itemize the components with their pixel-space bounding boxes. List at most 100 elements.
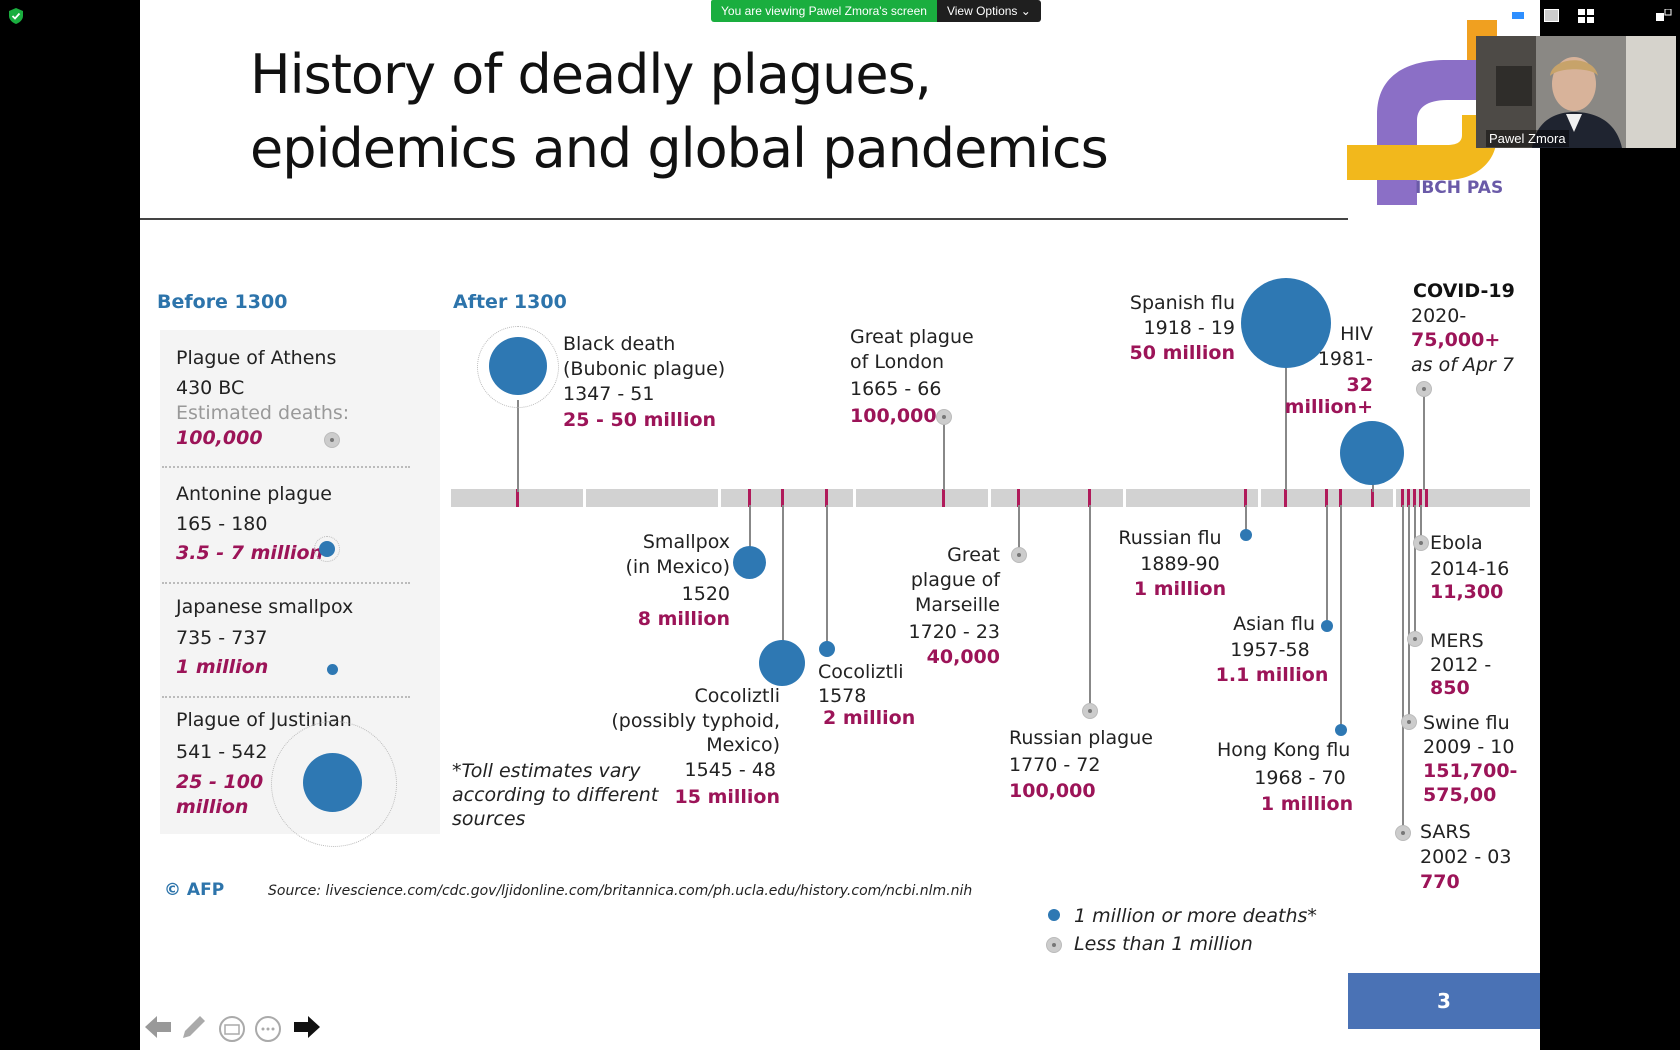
cocoliztli2-years: 1578 — [818, 685, 867, 707]
athens-deaths: 100,000 — [176, 427, 263, 449]
small-toll-dot-icon — [1407, 631, 1423, 647]
russian-plague-years: 1770 - 72 — [1009, 754, 1101, 776]
london-line2: of London — [850, 351, 944, 373]
russian-flu-name: Russian flu — [1118, 527, 1222, 549]
swine-flu-years: 2009 - 10 — [1423, 736, 1515, 758]
ebola-deaths: 11,300 — [1430, 581, 1504, 603]
stem — [1408, 505, 1410, 720]
timeline-tick — [1425, 489, 1428, 507]
stem — [1018, 505, 1020, 550]
participant-video[interactable]: Pawel Zmora — [1476, 36, 1676, 148]
large-toll-dot-icon — [327, 664, 338, 675]
japanese-name: Japanese smallpox — [176, 596, 354, 618]
stem — [1423, 394, 1425, 490]
timeline-tick — [1407, 489, 1410, 507]
large-toll-dot-icon — [1241, 278, 1331, 368]
smallpox-line1: Smallpox — [642, 531, 730, 553]
black-death-line2: (Bubonic plague) — [563, 358, 726, 380]
divider — [162, 696, 410, 698]
japanese-deaths: 1 million — [176, 656, 269, 678]
small-toll-dot-icon — [1082, 703, 1098, 719]
black-death-line1: Black death — [563, 333, 676, 355]
timeline-tick — [942, 489, 945, 507]
timeline-segment — [856, 489, 988, 507]
hk-flu-deaths: 1 million — [1260, 793, 1354, 815]
fullscreen-icon[interactable] — [1543, 8, 1559, 22]
cocoliztli1-years: 1545 - 48 — [684, 759, 776, 781]
slide-title: History of deadly plagues, epidemics and… — [250, 38, 1109, 186]
presentation-slide: History of deadly plagues, epidemics and… — [140, 0, 1540, 1050]
stem — [1372, 480, 1374, 492]
large-toll-dot-icon — [319, 541, 335, 557]
ibch-logo: IBCH PAS — [1347, 20, 1503, 210]
large-toll-dot-icon — [819, 641, 835, 657]
marseille-line1: Great — [947, 544, 1000, 566]
covid-years: 2020- — [1411, 305, 1467, 327]
timeline-segment — [1396, 489, 1530, 507]
covid-deaths: 75,000+ — [1411, 329, 1501, 351]
toll-note-line2: according to different — [452, 784, 659, 806]
stem — [1326, 505, 1328, 620]
logo-text: IBCH PAS — [1415, 178, 1504, 198]
sars-name: SARS — [1420, 821, 1471, 843]
more-options-icon[interactable] — [254, 1015, 282, 1043]
stem — [1340, 505, 1342, 725]
small-toll-dot-icon — [1413, 535, 1429, 551]
speaker-view-icon[interactable] — [1511, 9, 1525, 21]
asian-flu-deaths: 1.1 million — [1215, 664, 1329, 686]
stem — [1402, 505, 1404, 830]
smallpox-line2: (in Mexico) — [625, 556, 730, 578]
view-options-button[interactable]: View Options ⌄ — [936, 0, 1041, 22]
marseille-line2: plague of — [910, 569, 1000, 591]
exit-fullscreen-icon[interactable] — [1656, 8, 1672, 22]
russian-plague-name: Russian plague — [1009, 727, 1153, 749]
stem — [1414, 505, 1416, 635]
asian-flu-name: Asian flu — [1233, 613, 1315, 635]
gallery-view-icon[interactable] — [1578, 8, 1594, 23]
black-death-years: 1347 - 51 — [563, 383, 655, 405]
stem — [943, 420, 945, 490]
stem — [826, 505, 828, 645]
timeline-tick — [1244, 489, 1247, 507]
timeline-tick — [1017, 489, 1020, 507]
next-arrow-icon[interactable] — [292, 1012, 322, 1042]
large-toll-dot-icon — [759, 640, 805, 686]
pen-icon[interactable] — [179, 1012, 209, 1042]
stem — [1245, 505, 1247, 535]
antonine-deaths: 3.5 - 7 million — [176, 542, 324, 564]
timeline-tick — [1401, 489, 1404, 507]
asian-flu-years: 1957-58 — [1230, 639, 1310, 661]
stem — [1420, 505, 1422, 541]
london-deaths: 100,000 — [850, 405, 937, 427]
smallpox-deaths: 8 million — [637, 608, 730, 630]
after-1300-header: After 1300 — [453, 291, 567, 313]
title-line-2: epidemics and global pandemics — [250, 117, 1109, 180]
security-shield-icon[interactable] — [9, 8, 23, 24]
stem — [782, 505, 784, 645]
screen-share-banner: You are viewing Pawel Zmora's screen Vie… — [711, 0, 1041, 22]
toll-note-line3: sources — [452, 808, 526, 830]
stem — [1089, 505, 1091, 710]
marseille-line3: Marseille — [915, 594, 1000, 616]
timeline-tick — [1284, 489, 1287, 507]
athens-name: Plague of Athens — [176, 347, 337, 369]
timeline-segment — [991, 489, 1123, 507]
small-toll-dot-icon — [1395, 825, 1411, 841]
legend-small: Less than 1 million — [1074, 933, 1253, 955]
athens-label: Estimated deaths: — [176, 402, 350, 424]
antonine-name: Antonine plague — [176, 483, 332, 505]
small-toll-dot-icon — [1416, 381, 1432, 397]
russian-flu-years: 1889-90 — [1140, 553, 1220, 575]
subtitles-icon[interactable] — [218, 1015, 246, 1043]
swine-flu-deaths-1: 151,700- — [1423, 760, 1518, 782]
london-line1: Great plague — [850, 326, 974, 348]
cocoliztli2-name: Cocoliztli — [818, 661, 904, 683]
previous-arrow-icon[interactable] — [143, 1012, 173, 1042]
ring — [314, 536, 340, 562]
legend-small-dot-icon — [1046, 937, 1062, 953]
timeline-segment — [586, 489, 718, 507]
large-toll-dot-icon — [1321, 620, 1333, 632]
timeline-tick — [1088, 489, 1091, 507]
justinian-deaths-1: 25 - 100 — [176, 771, 264, 793]
minimize-icon[interactable] — [1480, 8, 1494, 22]
